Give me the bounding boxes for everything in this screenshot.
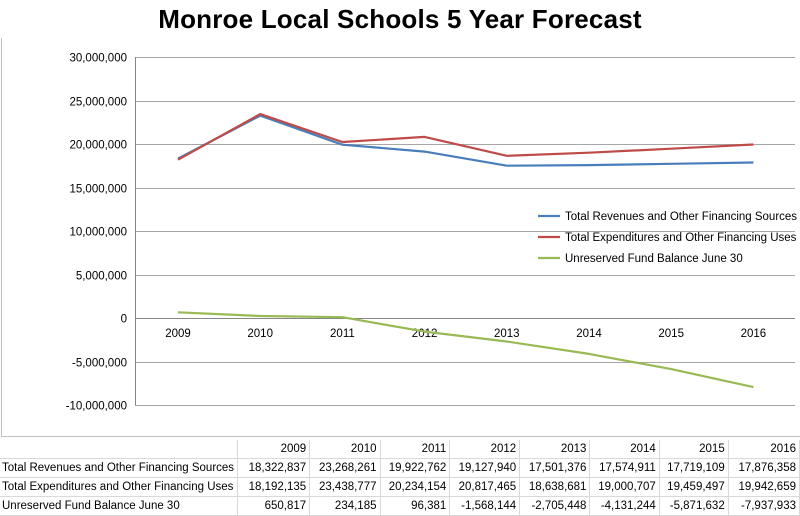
x-axis-tick-labels: 2009 2010 2011 2012 2013 2014 2015 2016: [165, 328, 766, 340]
table-cell: 19,000,707: [589, 477, 660, 497]
y-tick-label: 20,000,000: [69, 140, 127, 152]
table-cell: 19,127,940: [449, 458, 521, 478]
table-corner-cell: [0, 440, 239, 459]
table-cell: 20,817,465: [449, 477, 521, 497]
table-header-cell: 2012: [449, 440, 521, 459]
x-tick-label: 2013: [494, 328, 520, 340]
x-tick-label: 2010: [247, 328, 273, 340]
table-cell: 23,268,261: [309, 458, 381, 478]
table-cell: 234,185: [309, 496, 381, 516]
table-row-label: Unreserved Fund Balance June 30: [0, 496, 239, 516]
table-row-label: Total Expenditures and Other Financing U…: [0, 477, 239, 497]
table-cell: -5,871,632: [659, 496, 729, 516]
table-row: Total Revenues and Other Financing Sourc…: [0, 458, 800, 478]
y-tick-label: 5,000,000: [76, 271, 127, 283]
y-tick-label: 0: [121, 314, 127, 326]
line-chart: 30,000,000 25,000,000 20,000,000 15,000,000…: [1, 38, 800, 437]
table-cell: 17,574,911: [589, 458, 660, 478]
table-cell: -2,705,448: [519, 496, 591, 516]
table-cell: 17,501,376: [519, 458, 591, 478]
table-cell: 19,942,659: [728, 477, 800, 497]
legend-label: Unreserved Fund Balance June 30: [565, 253, 743, 265]
x-tick-label: 2016: [741, 328, 767, 340]
table-cell: 18,322,837: [237, 458, 311, 478]
legend: Total Revenues and Other Financing Sourc…: [538, 211, 797, 265]
table-cell: -4,131,244: [589, 496, 660, 516]
y-tick-label: 10,000,000: [69, 227, 127, 239]
table-cell: 19,459,497: [659, 477, 729, 497]
table-header-cell: 2014: [589, 440, 660, 459]
table-header-cell: 2013: [519, 440, 591, 459]
table-cell: -7,937,933: [728, 496, 800, 516]
table-cell: 18,638,681: [519, 477, 591, 497]
table-cell: 23,438,777: [309, 477, 381, 497]
table-header-cell: 2015: [659, 440, 729, 459]
table-cell: 17,876,358: [728, 458, 800, 478]
series-line-3: [177, 311, 754, 389]
y-tick-label: 25,000,000: [69, 97, 127, 109]
gridlines: [135, 57, 795, 406]
table-header-row: 2009 2010 2011 2012 2013 2014 2015 2016: [0, 440, 800, 459]
table-header-cell: 2009: [237, 440, 311, 459]
y-tick-label: -10,000,000: [66, 401, 127, 413]
x-tick-label: 2011: [330, 328, 355, 340]
legend-label: Total Expenditures and Other Financing U…: [565, 232, 797, 244]
table-row: Total Expenditures and Other Financing U…: [0, 477, 800, 497]
table-cell: -1,568,144: [449, 496, 521, 516]
y-tick-label: 15,000,000: [69, 184, 127, 196]
chart-title: Monroe Local Schools 5 Year Forecast: [158, 4, 642, 34]
x-tick-label: 2009: [165, 328, 191, 340]
data-table: 2009 2010 2011 2012 2013 2014 2015 2016 Total Re…: [0, 440, 800, 516]
table-row-label: Total Revenues and Other Financing Sourc…: [0, 458, 239, 478]
table-cell: 650,817: [237, 496, 311, 516]
x-tick-label: 2015: [658, 328, 684, 340]
series-lines: [177, 112, 754, 389]
y-tick-label: 30,000,000: [69, 53, 127, 65]
table-header-cell: 2011: [380, 440, 451, 459]
table-header-cell: 2010: [309, 440, 381, 459]
y-tick-label: -5,000,000: [72, 358, 127, 370]
table-cell: 20,234,154: [380, 477, 451, 497]
table-row: Unreserved Fund Balance June 30 650,817 23…: [0, 496, 800, 516]
series-line-1: [177, 114, 754, 167]
table-cell: 96,381: [380, 496, 451, 516]
table-cell: 18,192,135: [237, 477, 311, 497]
legend-label: Total Revenues and Other Financing Sourc…: [565, 211, 797, 223]
table-header-cell: 2016: [728, 440, 800, 459]
series-line-2: [177, 112, 754, 161]
x-tick-label: 2014: [576, 328, 602, 340]
table-cell: 19,922,762: [380, 458, 451, 478]
table-cell: 17,719,109: [659, 458, 729, 478]
y-axis-tick-labels: 30,000,000 25,000,000 20,000,000 15,000,000…: [66, 53, 127, 413]
